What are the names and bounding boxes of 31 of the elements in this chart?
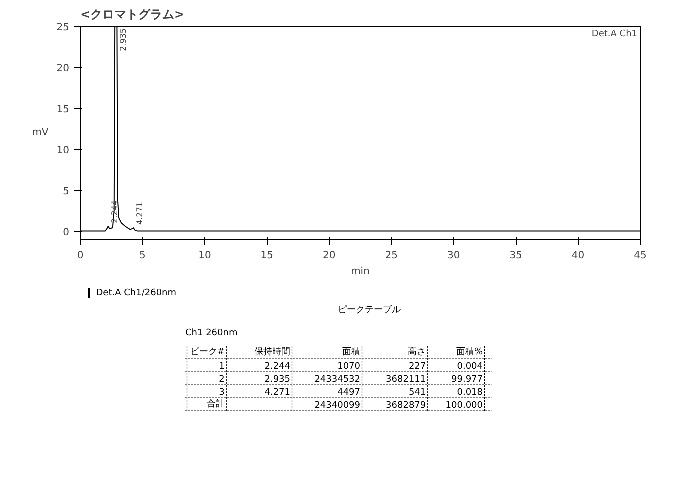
text: ピークテーブル [338, 304, 401, 316]
annotation: Det.A Ch1 [592, 30, 638, 40]
x-tick-label: 0 [77, 250, 84, 262]
x-tick-label: 15 [260, 250, 274, 262]
x-axis-title: min [351, 266, 370, 278]
y-tick-label: 10 [56, 145, 70, 156]
y-axis-title: mV [32, 128, 49, 138]
chart-title: <クロマトグラム> [80, 8, 185, 22]
text: Ch1 260nm [186, 328, 238, 338]
legend-label: Det.A Ch1/260nm [96, 288, 177, 298]
text: 合計 24340099 3682879 100.000 [206, 400, 483, 411]
y-tick-label: 0 [63, 227, 70, 238]
annotation: 2.935 [119, 28, 128, 52]
x-tick-label: 10 [198, 250, 212, 262]
text: 1 2.244 1070 227 0.004 [219, 362, 483, 372]
y-tick-label: 5 [63, 186, 70, 198]
x-tick-label: 20 [323, 250, 336, 262]
x-tick-label: 25 [385, 250, 398, 262]
x-tick-label: 5 [140, 250, 146, 262]
annotation: 2.244 [110, 200, 120, 224]
text: 2 2.935 24334532 3682111 99.977 [219, 375, 484, 385]
x-tick-label: 45 [634, 250, 647, 262]
x-tick-label: 30 [447, 250, 460, 262]
y-tick-label: 15 [56, 104, 70, 116]
annotation: 4.271 [136, 202, 145, 226]
y-tick-label: 20 [56, 63, 70, 74]
y-tick-label: 25 [56, 22, 70, 34]
text: ピーク# 保持時間 面積 高さ 面積% [190, 348, 484, 358]
text: 3 4.271 4497 541 0.018 [219, 388, 483, 398]
x-tick-label: 35 [510, 250, 522, 262]
x-tick-label: 40 [572, 250, 585, 262]
